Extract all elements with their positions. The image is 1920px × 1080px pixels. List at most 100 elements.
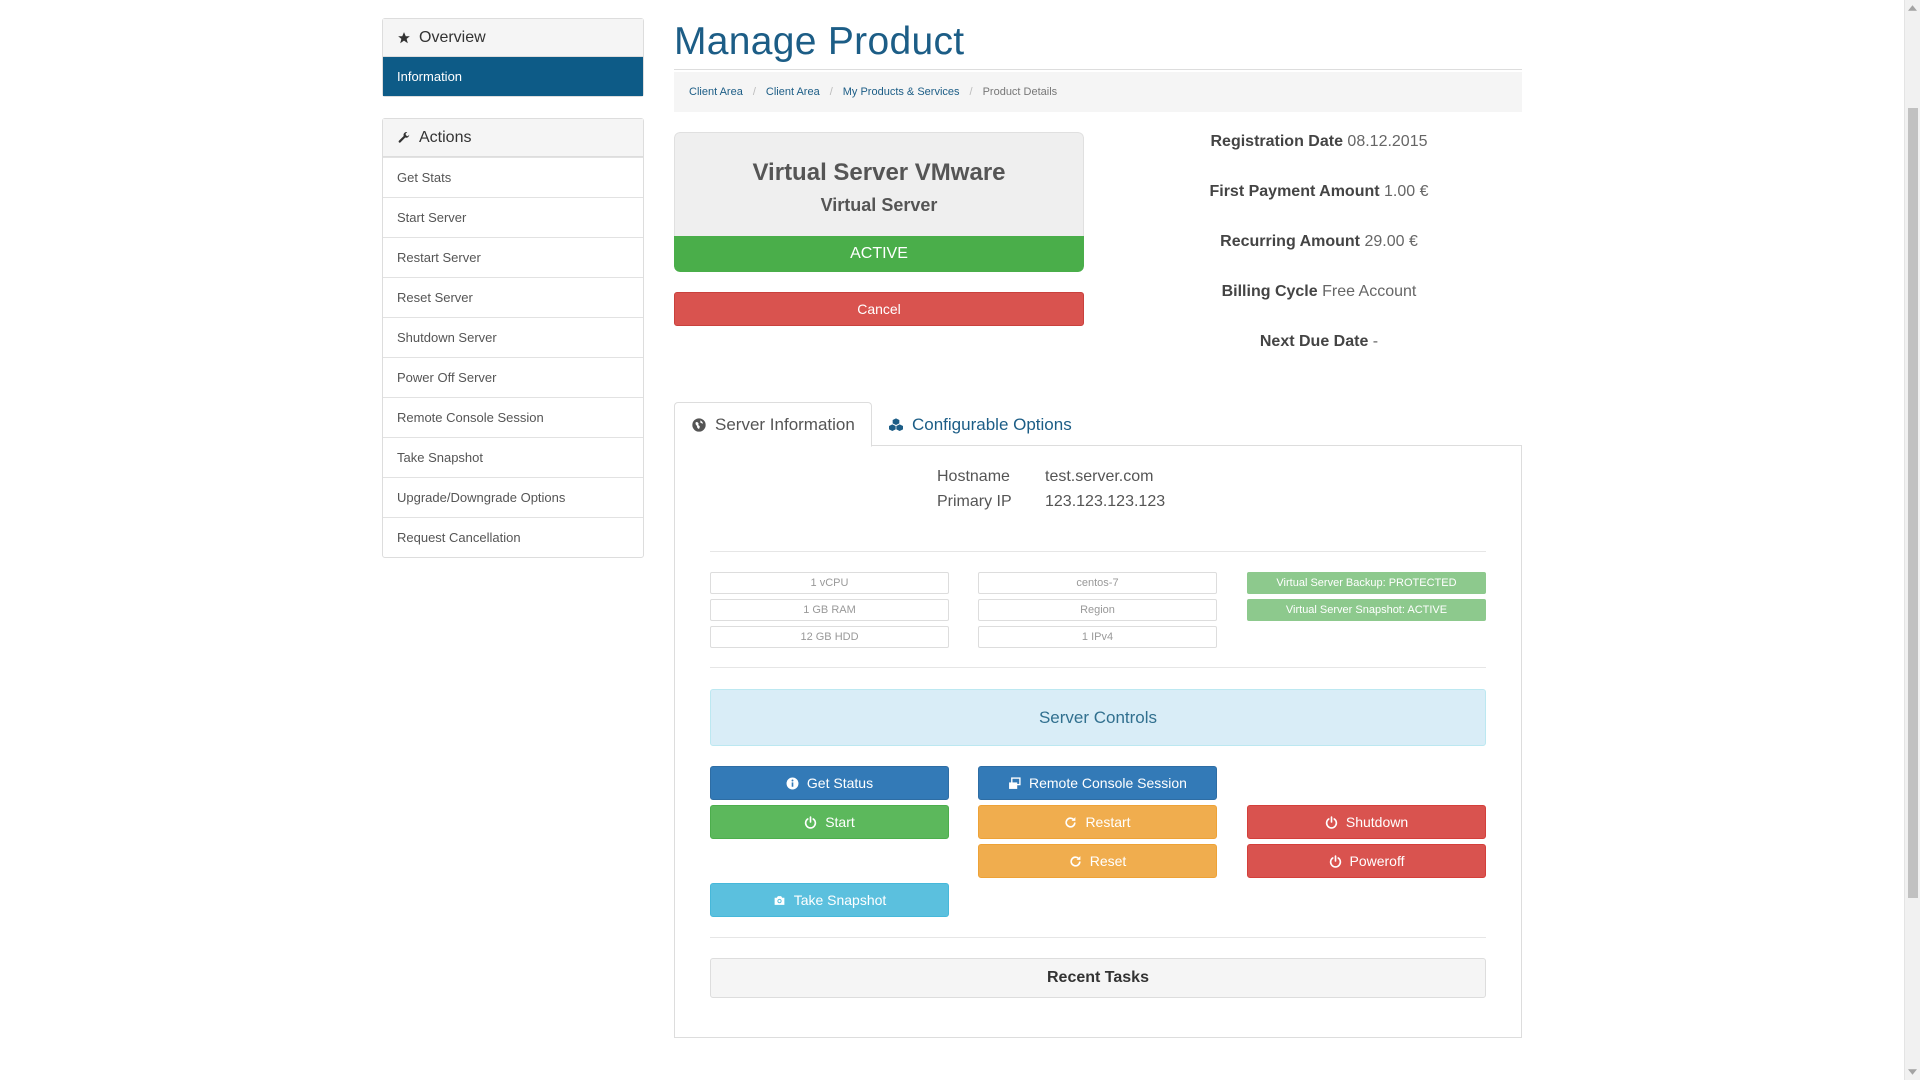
power-icon: [1325, 815, 1338, 829]
spec-vcpu: 1 vCPU: [710, 572, 949, 594]
actions-panel: Actions Get Stats Start Server Restart S…: [382, 118, 644, 558]
primary-ip-value: 123.123.123.123: [1045, 493, 1166, 510]
actions-heading: Actions: [383, 119, 643, 157]
camera-icon: [774, 895, 785, 905]
spec-hdd: 12 GB HDD: [710, 626, 949, 648]
cubes-icon: [889, 417, 903, 431]
billing-details: Registration Date 08.12.2015 First Payme…: [1116, 132, 1522, 382]
spec-ram: 1 GB RAM: [710, 599, 949, 621]
first-payment-row: First Payment Amount 1.00 €: [1116, 182, 1522, 232]
breadcrumb-separator: /: [752, 86, 756, 98]
detail-value: 29.00 €: [1364, 233, 1418, 250]
registration-date-row: Registration Date 08.12.2015: [1116, 132, 1522, 182]
window-restore-icon: [1009, 776, 1021, 789]
sidebar-item-shutdown-server[interactable]: Shutdown Server: [383, 317, 643, 357]
product-type: Virtual Server: [820, 195, 938, 215]
get-status-label: Get Status: [806, 775, 874, 791]
chevron-up-icon: [1908, 5, 1917, 11]
star-icon: [398, 31, 410, 43]
scroll-down-arrow[interactable]: [1905, 1064, 1920, 1080]
sidebar-item-restart-server[interactable]: Restart Server: [383, 237, 643, 277]
remote-console-button[interactable]: Remote Console Session: [978, 766, 1217, 800]
poweroff-button[interactable]: Poweroff: [1247, 844, 1486, 878]
restart-button[interactable]: Restart: [978, 805, 1217, 839]
breadcrumb-client-area-2[interactable]: Client Area: [765, 86, 820, 98]
detail-label: Next Due Date: [1259, 333, 1369, 350]
take-snapshot-label: Take Snapshot: [793, 892, 887, 908]
tab-bar: Server Information Configurable Options: [674, 402, 1522, 447]
recent-tasks-header[interactable]: Recent Tasks: [710, 958, 1486, 998]
product-header: Virtual Server VMware Virtual Server: [674, 132, 1084, 236]
shutdown-button[interactable]: Shutdown: [1247, 805, 1486, 839]
breadcrumb-products-services[interactable]: My Products & Services: [842, 86, 960, 98]
refresh-icon: [1065, 816, 1077, 828]
page-title: Manage Product: [674, 20, 965, 63]
tab-configurable-options[interactable]: Configurable Options: [872, 402, 1088, 447]
power-icon: [805, 815, 817, 829]
reset-label: Reset: [1089, 853, 1127, 869]
scroll-thumb[interactable]: [1908, 108, 1918, 898]
backup-status-badge: Virtual Server Backup: PROTECTED: [1247, 572, 1486, 594]
breadcrumb-separator: /: [969, 86, 973, 98]
sidebar-item-power-off-server[interactable]: Power Off Server: [383, 357, 643, 397]
power-icon: [1329, 854, 1341, 868]
snapshot-status-badge: Virtual Server Snapshot: ACTIVE: [1247, 599, 1486, 621]
overview-title: Overview: [419, 28, 486, 46]
start-label: Start: [825, 814, 855, 830]
wrench-icon: [398, 131, 410, 143]
detail-value: Free Account: [1322, 283, 1417, 300]
breadcrumb-client-area[interactable]: Client Area: [689, 86, 743, 98]
reset-button[interactable]: Reset: [978, 844, 1217, 878]
sidebar-item-remote-console[interactable]: Remote Console Session: [383, 397, 643, 437]
detail-label: Recurring Amount: [1220, 233, 1360, 250]
sidebar-item-get-stats[interactable]: Get Stats: [383, 157, 643, 197]
tab-server-information[interactable]: Server Information: [674, 402, 872, 447]
spec-ipv4: 1 IPv4: [978, 626, 1217, 648]
spec-os: centos-7: [978, 572, 1217, 594]
detail-value: -: [1372, 333, 1379, 350]
sidebar-item-upgrade-downgrade[interactable]: Upgrade/Downgrade Options: [383, 477, 643, 517]
spec-region: Region: [978, 599, 1217, 621]
detail-label: First Payment Amount: [1209, 183, 1380, 200]
primary-ip-label: Primary IP: [937, 493, 1012, 510]
divider: [710, 551, 1486, 552]
detail-label: Billing Cycle: [1221, 283, 1318, 300]
get-status-button[interactable]: Get Status: [710, 766, 949, 800]
hostname-label: Hostname: [937, 468, 1010, 485]
sidebar-item-request-cancellation[interactable]: Request Cancellation: [383, 517, 643, 557]
refresh-icon: [1070, 855, 1081, 867]
info-icon: [786, 777, 799, 789]
divider: [710, 667, 1486, 668]
restart-label: Restart: [1085, 814, 1131, 830]
detail-label: Registration Date: [1210, 133, 1343, 150]
tab-server-information-label: Server Information: [715, 414, 855, 434]
globe-icon: [692, 417, 706, 432]
cancel-button[interactable]: Cancel: [674, 292, 1084, 326]
primary-ip-row: Primary IP 123.123.123.123: [937, 493, 1165, 518]
breadcrumb-product-details: Product Details: [982, 86, 1058, 98]
hostname-row: Hostname test.server.com: [937, 468, 1165, 493]
tab-configurable-options-label: Configurable Options: [912, 414, 1072, 434]
overview-panel: Overview Information: [382, 18, 644, 97]
sidebar-item-take-snapshot[interactable]: Take Snapshot: [383, 437, 643, 477]
breadcrumb-separator: /: [829, 86, 833, 98]
status-badge: ACTIVE: [674, 236, 1084, 272]
title-divider: [674, 69, 1522, 70]
scroll-up-arrow[interactable]: [1905, 0, 1920, 16]
server-controls-header: Server Controls: [710, 689, 1486, 746]
detail-value: 1.00 €: [1384, 183, 1429, 200]
page-scrollbar[interactable]: [1904, 0, 1920, 1080]
start-button[interactable]: Start: [710, 805, 949, 839]
breadcrumb: Client Area / Client Area / My Products …: [674, 72, 1522, 112]
detail-value: 08.12.2015: [1347, 133, 1428, 150]
remote-console-label: Remote Console Session: [1029, 775, 1187, 791]
billing-cycle-row: Billing Cycle Free Account: [1116, 282, 1522, 332]
product-name: Virtual Server VMware: [752, 159, 1006, 186]
product-summary-card: Virtual Server VMware Virtual Server ACT…: [674, 132, 1084, 272]
actions-title: Actions: [419, 128, 472, 146]
sidebar-item-information[interactable]: Information: [383, 57, 643, 96]
sidebar-item-start-server[interactable]: Start Server: [383, 197, 643, 237]
sidebar-item-reset-server[interactable]: Reset Server: [383, 277, 643, 317]
take-snapshot-button[interactable]: Take Snapshot: [710, 883, 949, 917]
chevron-down-icon: [1908, 1069, 1917, 1075]
